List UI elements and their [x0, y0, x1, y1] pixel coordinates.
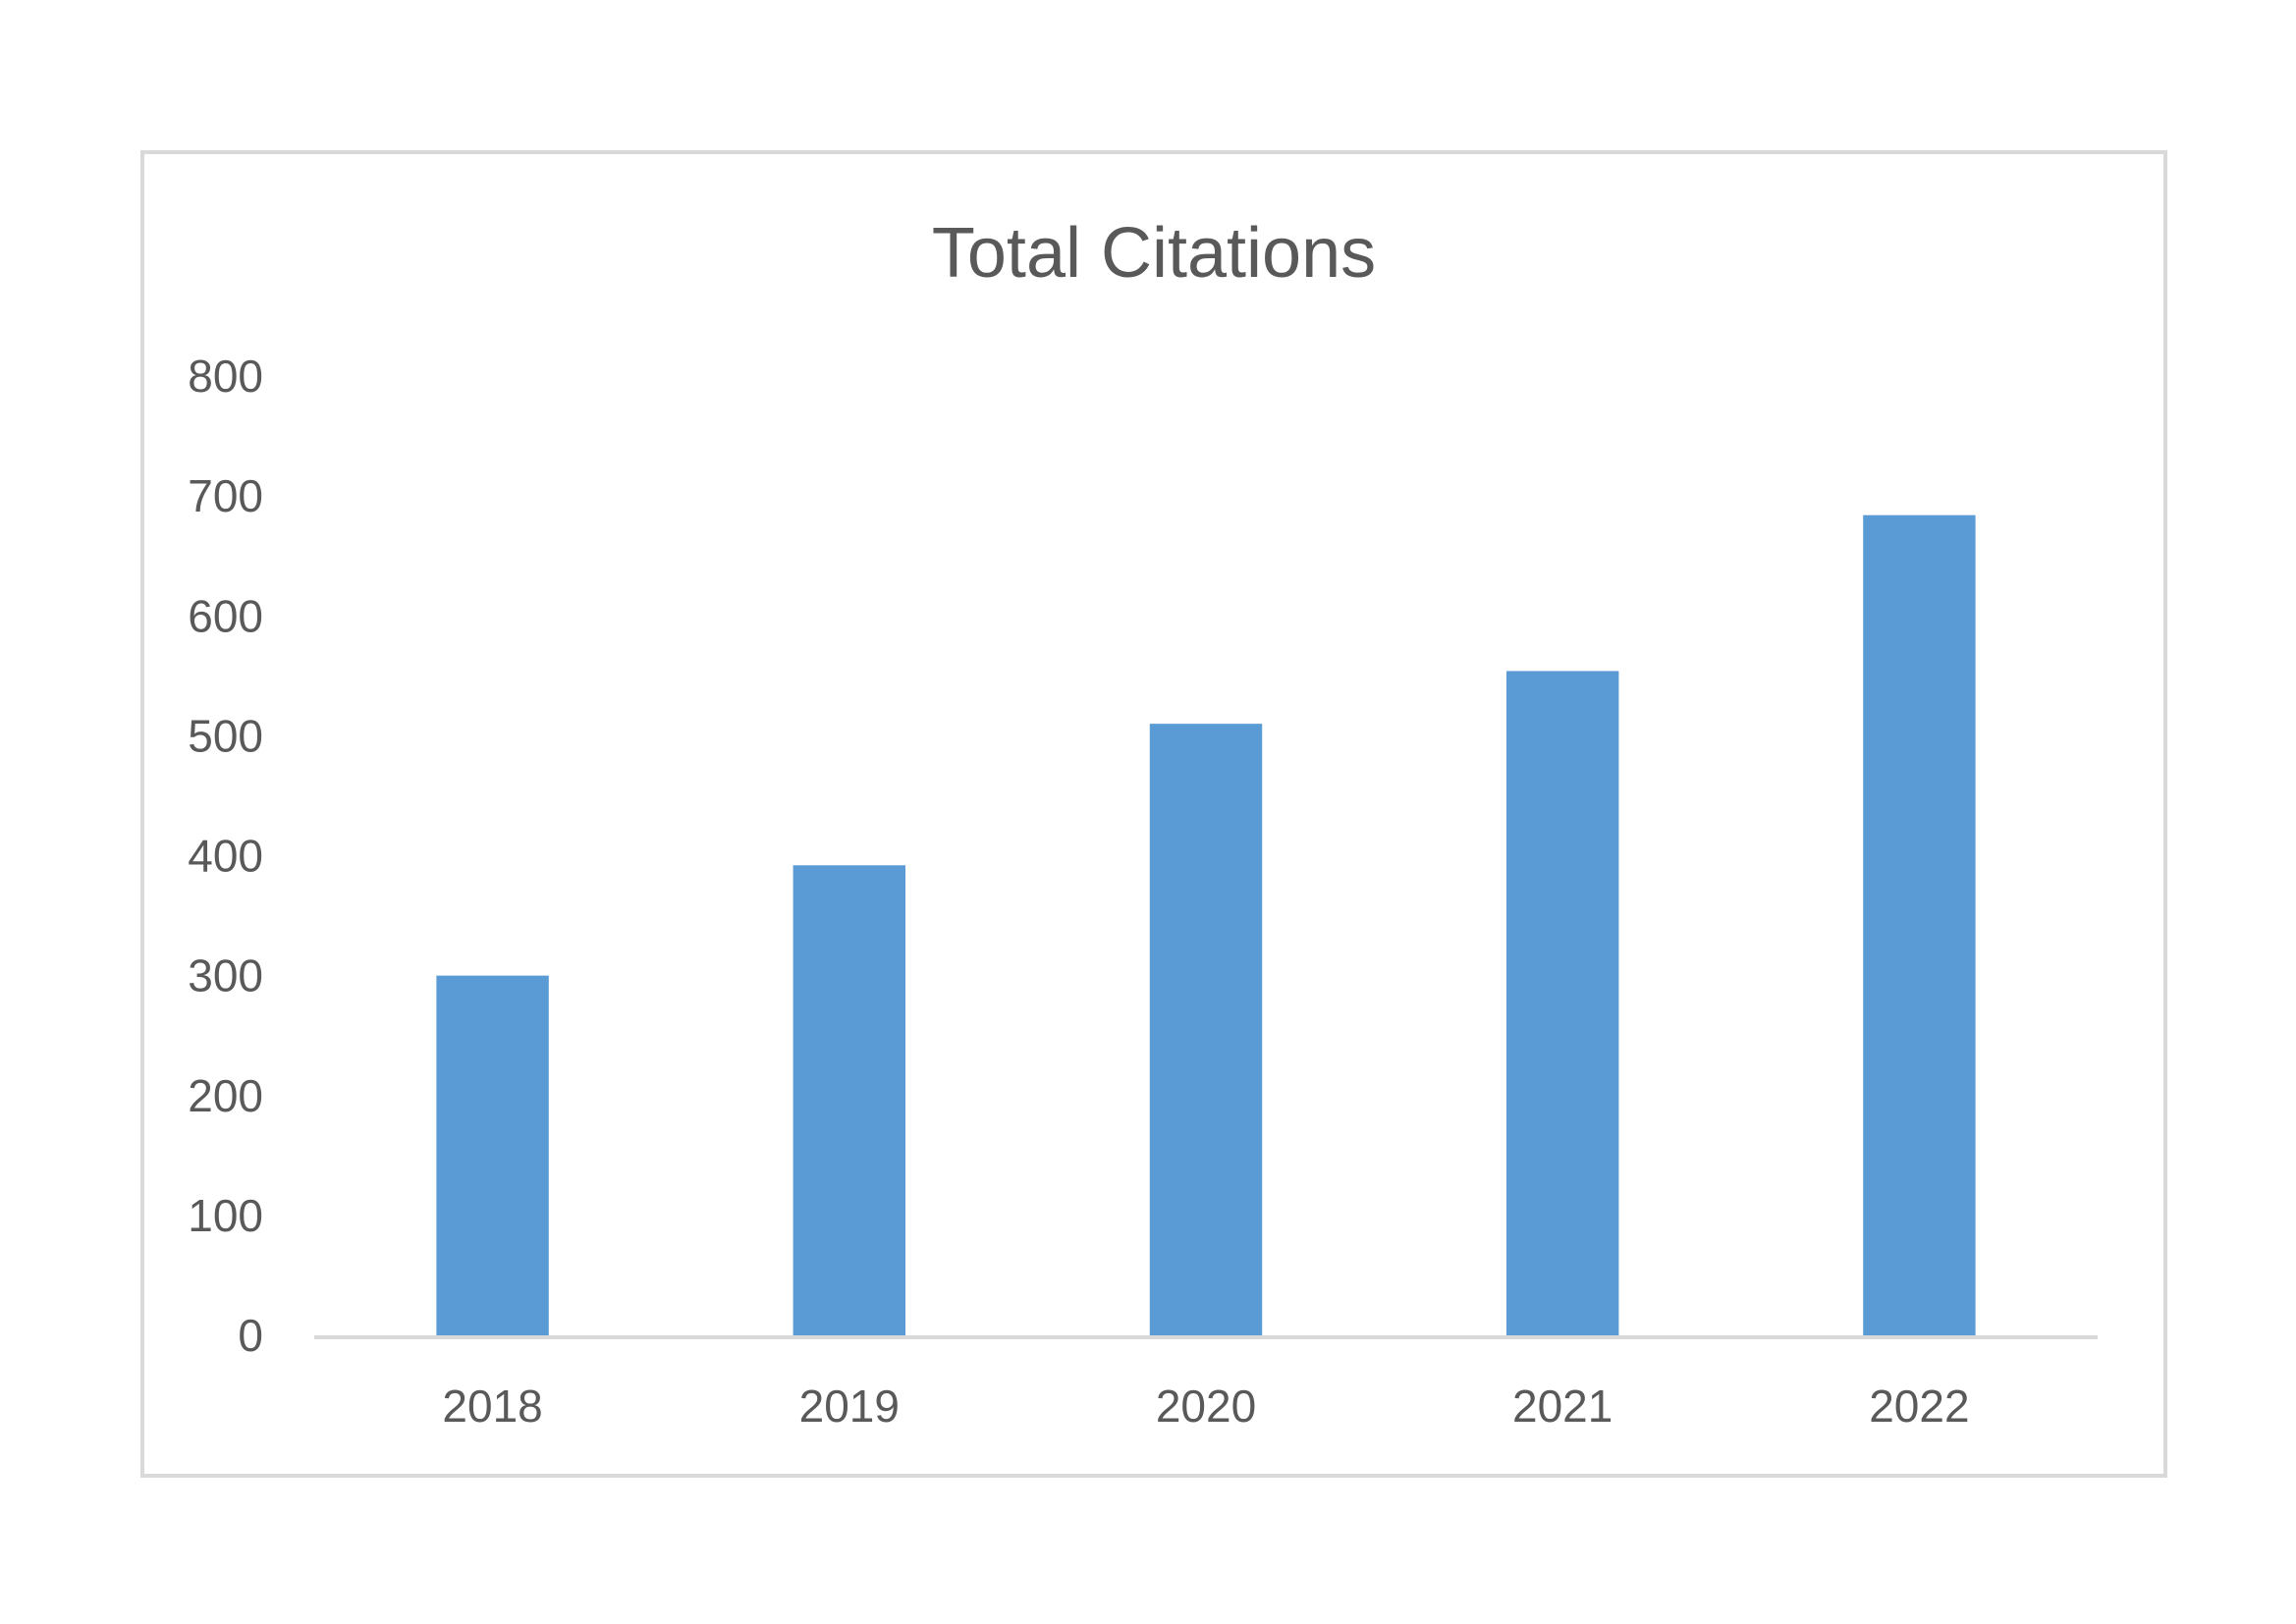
- bar: [793, 865, 906, 1335]
- y-tick-label: 100: [188, 1190, 263, 1241]
- x-tick-label: 2020: [1156, 1380, 1256, 1432]
- y-tick-label: 0: [238, 1310, 263, 1361]
- x-tick-label: 2021: [1512, 1380, 1613, 1432]
- bars: [436, 514, 1976, 1335]
- y-tick-label: 600: [188, 590, 263, 641]
- bar: [1505, 671, 1619, 1335]
- x-tick-label: 2022: [1869, 1380, 1969, 1432]
- x-tick-label: 2019: [799, 1380, 900, 1432]
- y-tick-label: 300: [188, 950, 263, 1001]
- bar: [1149, 724, 1263, 1335]
- chart-title: Total Citations: [932, 214, 1376, 293]
- y-tick-label: 800: [188, 351, 263, 402]
- y-axis-ticks: 0 100 200 300 400 500 600 700 800: [188, 351, 263, 1361]
- x-tick-label: 2018: [442, 1380, 542, 1432]
- y-tick-label: 700: [188, 470, 263, 521]
- y-tick-label: 400: [188, 831, 263, 882]
- y-tick-label: 500: [188, 710, 263, 761]
- bar: [1863, 514, 1976, 1335]
- y-tick-label: 200: [188, 1070, 263, 1121]
- bar: [436, 975, 549, 1335]
- x-axis-ticks: 2018 2019 2020 2021 2022: [442, 1380, 1969, 1432]
